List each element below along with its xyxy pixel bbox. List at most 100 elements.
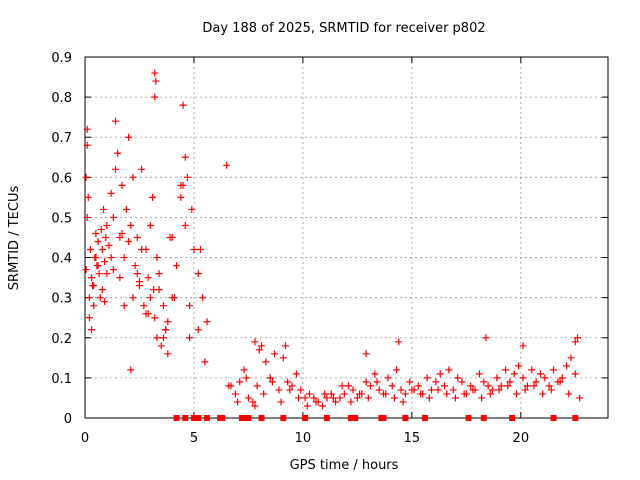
data-point xyxy=(116,274,124,282)
data-point xyxy=(399,398,407,406)
data-point xyxy=(460,390,468,398)
zero-marker xyxy=(219,415,226,421)
data-point xyxy=(467,382,475,390)
data-point xyxy=(98,286,106,294)
data-point xyxy=(502,366,510,374)
data-point xyxy=(125,238,133,246)
data-point xyxy=(150,286,158,294)
y-tick-label: 0.6 xyxy=(51,171,72,186)
data-point xyxy=(90,282,98,290)
data-point xyxy=(118,229,126,237)
data-point xyxy=(151,69,159,77)
data-point xyxy=(347,398,355,406)
data-point xyxy=(83,213,91,221)
y-tick-label: 0.8 xyxy=(51,91,72,106)
data-point xyxy=(249,398,257,406)
zero-marker xyxy=(572,415,579,421)
zero-marker xyxy=(280,415,287,421)
data-point xyxy=(271,350,279,358)
zero-marker xyxy=(245,415,252,421)
data-point xyxy=(393,366,401,374)
data-point xyxy=(129,294,137,302)
data-point xyxy=(312,398,320,406)
data-point xyxy=(96,294,104,302)
data-point xyxy=(152,77,160,85)
zero-marker xyxy=(204,415,211,421)
data-point xyxy=(371,370,379,378)
data-point xyxy=(414,382,422,390)
data-point xyxy=(83,141,91,149)
data-point xyxy=(338,382,346,390)
data-point xyxy=(539,390,547,398)
data-point xyxy=(340,390,348,398)
data-point xyxy=(253,382,261,390)
data-point xyxy=(275,386,283,394)
tick-labels: 0 0.1 0.2 0.3 0.4 0.5 0.6 0.7 0.8 0.9 0 5 10 15 20 xyxy=(51,51,529,446)
data-point xyxy=(454,374,462,382)
data-point xyxy=(565,390,573,398)
data-point xyxy=(88,274,96,282)
data-point xyxy=(493,374,501,382)
data-point xyxy=(179,101,187,109)
data-point xyxy=(92,229,100,237)
data-point xyxy=(332,398,340,406)
data-point xyxy=(375,386,383,394)
data-point xyxy=(295,394,303,402)
data-point xyxy=(478,394,486,402)
data-point xyxy=(125,133,133,141)
zero-marker xyxy=(190,415,197,421)
data-point xyxy=(286,386,294,394)
data-point xyxy=(541,374,549,382)
y-tick-label: 0.1 xyxy=(51,372,72,387)
y-tick-label: 0 xyxy=(64,412,72,427)
data-point xyxy=(469,386,477,394)
data-point xyxy=(231,390,239,398)
data-point xyxy=(114,149,122,157)
data-point xyxy=(323,394,331,402)
data-point xyxy=(140,302,148,310)
data-point xyxy=(436,370,444,378)
data-point xyxy=(82,173,90,181)
data-point xyxy=(319,402,327,410)
data-point xyxy=(258,342,266,350)
data-point xyxy=(327,390,335,398)
data-point xyxy=(266,374,274,382)
data-point xyxy=(153,334,161,342)
data-point xyxy=(164,318,172,326)
data-point xyxy=(558,374,566,382)
data-point xyxy=(109,213,117,221)
data-point xyxy=(84,193,92,201)
zero-marker xyxy=(402,415,409,421)
data-point xyxy=(288,382,296,390)
data-point xyxy=(427,386,435,394)
data-point xyxy=(135,278,143,286)
data-point xyxy=(133,234,141,241)
x-tick-label: 0 xyxy=(81,431,89,446)
data-point xyxy=(482,334,490,342)
data-point xyxy=(571,338,579,346)
data-point xyxy=(563,362,571,370)
data-point xyxy=(451,394,459,402)
data-point xyxy=(183,173,191,181)
data-point xyxy=(157,342,165,350)
data-point xyxy=(179,181,187,189)
data-point xyxy=(356,390,364,398)
data-point xyxy=(223,161,231,169)
data-point xyxy=(443,390,451,398)
data-point xyxy=(484,382,492,390)
data-point xyxy=(129,173,137,181)
data-point xyxy=(519,342,527,350)
data-point xyxy=(170,294,178,302)
data-point xyxy=(186,334,194,342)
zero-marker xyxy=(352,415,359,421)
data-point xyxy=(186,302,194,310)
data-point xyxy=(236,378,244,386)
data-point xyxy=(362,350,370,358)
data-point xyxy=(390,394,398,402)
data-point xyxy=(364,394,372,402)
data-point xyxy=(480,378,488,386)
data-point xyxy=(112,165,120,173)
data-point xyxy=(146,294,154,302)
